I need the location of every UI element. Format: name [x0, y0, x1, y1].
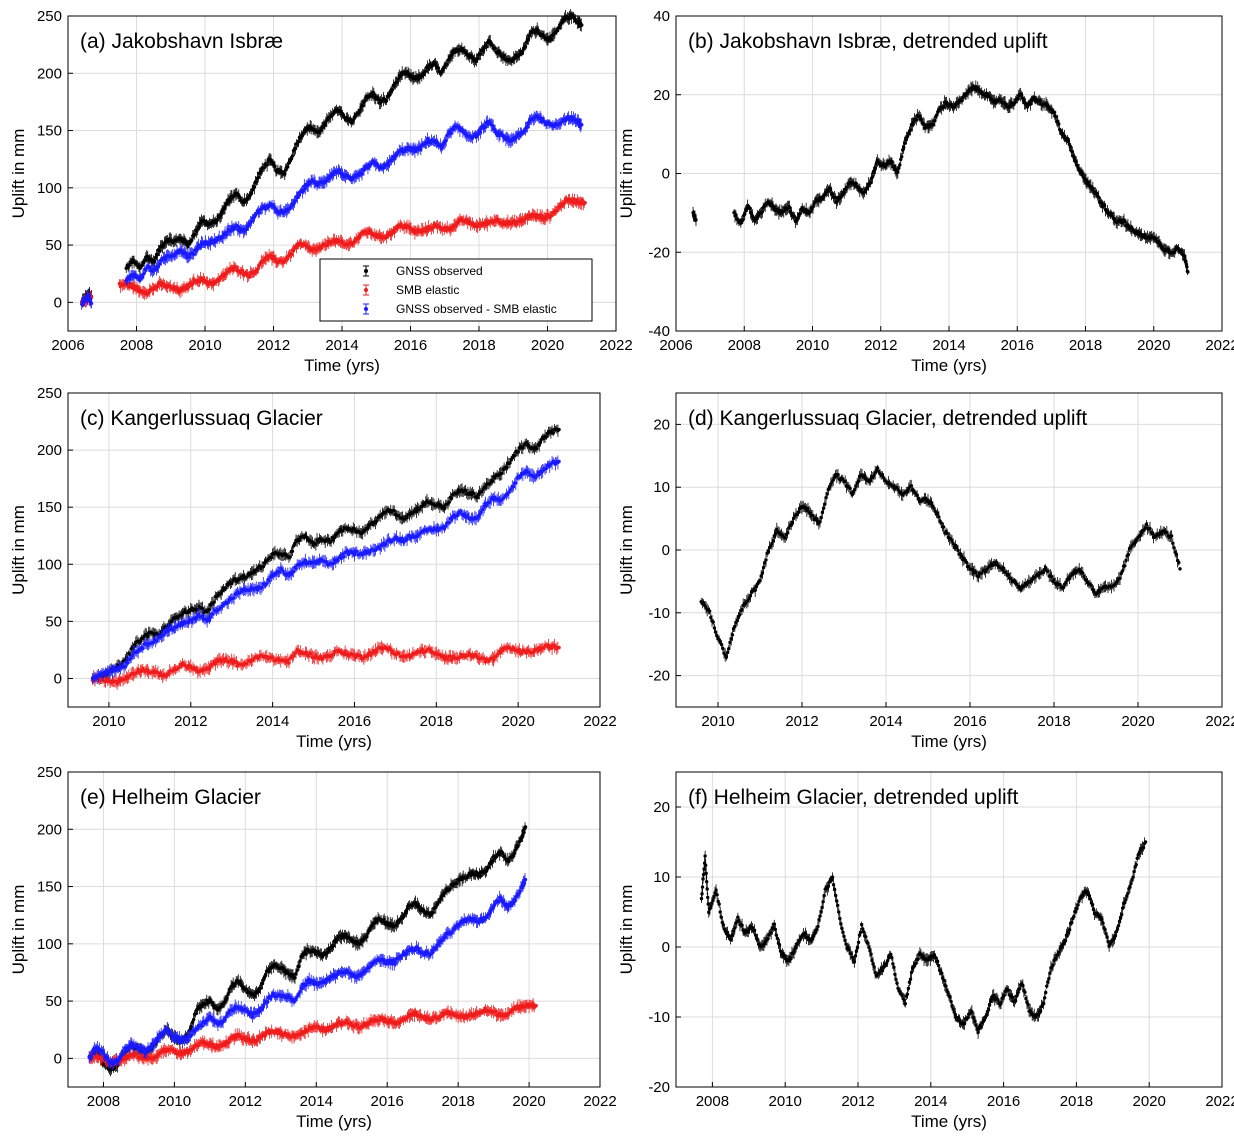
- y-tick-label: 0: [662, 166, 670, 183]
- data-point: [583, 201, 587, 205]
- data-point: [557, 427, 561, 432]
- plot-area: [68, 393, 600, 707]
- legend-marker: [364, 269, 368, 273]
- y-tick-label: 150: [37, 123, 62, 140]
- data-point: [1186, 270, 1190, 274]
- panel-a: 2006 2008 2010 2012 2014 2016 2018 2020 2022 0 50 1…: [9, 8, 633, 375]
- y-tick-label: 100: [37, 556, 62, 573]
- y-tick-label: 150: [37, 499, 62, 516]
- x-tick-label: 2014: [932, 337, 965, 354]
- x-axis-label: Time (yrs): [304, 356, 380, 375]
- x-tick-label: 2020: [501, 713, 534, 730]
- legend-marker: [364, 307, 368, 311]
- y-tick-label: 40: [653, 8, 670, 25]
- y-axis-label: Uplift in mm: [9, 129, 28, 219]
- data-point: [900, 154, 904, 159]
- x-tick-label: 2022: [583, 713, 616, 730]
- x-tick-label: 2018: [1069, 337, 1102, 354]
- data-point: [694, 218, 698, 222]
- legend-entry: SMB elastic: [396, 283, 459, 297]
- data-point: [580, 23, 584, 27]
- x-tick-label: 2012: [174, 713, 207, 730]
- x-tick-label: 2008: [728, 337, 761, 354]
- panel-title: (b) Jakobshavn Isbræ, detrended uplift: [688, 30, 1048, 53]
- data-point: [290, 549, 295, 553]
- y-tick-label: 200: [37, 65, 62, 82]
- x-tick-label: 2016: [394, 337, 427, 354]
- x-tick-label: 2020: [531, 337, 564, 354]
- x-tick-label: 2008: [120, 337, 153, 354]
- panel-c: 2010 2012 2014 2016 2018 2020 2022 0 50 100 150 200…: [9, 385, 617, 751]
- data-point: [89, 301, 94, 306]
- y-tick-label: 50: [45, 613, 62, 630]
- x-tick-label: 2012: [257, 337, 290, 354]
- y-tick-label: 20: [653, 87, 670, 104]
- x-tick-label: 2018: [462, 337, 495, 354]
- x-tick-label: 2012: [864, 337, 897, 354]
- x-tick-label: 2014: [256, 713, 289, 730]
- legend-marker: [364, 288, 368, 292]
- y-tick-label: 0: [54, 294, 62, 311]
- data-point: [207, 607, 212, 612]
- x-tick-label: 2022: [1205, 337, 1234, 354]
- data-point: [290, 154, 295, 158]
- legend: GNSS observed SMB elastic GNSS observed - …: [319, 258, 593, 322]
- x-tick-label: 2020: [1137, 337, 1170, 354]
- x-tick-label: 2010: [796, 337, 829, 354]
- y-tick-label: 250: [37, 8, 62, 25]
- series-gnss-observed-smb-elastic: [80, 110, 584, 310]
- y-tick-label: 100: [37, 180, 62, 197]
- x-tick-label: 2016: [1001, 337, 1034, 354]
- y-tick-label: 0: [54, 670, 62, 687]
- x-tick-label: 2022: [599, 337, 632, 354]
- x-tick-label: 2010: [92, 713, 125, 730]
- legend-entry: GNSS observed: [396, 264, 483, 278]
- panel-b: 200620082010201220142016201820202022-40-…: [617, 8, 1234, 375]
- data-point: [580, 123, 584, 127]
- y-axis-label: Uplift in mm: [617, 129, 636, 219]
- y-tick-label: 250: [37, 385, 62, 402]
- legend-entry: GNSS observed - SMB elastic: [396, 302, 557, 316]
- x-tick-label: 2014: [325, 337, 358, 354]
- y-tick-label: -40: [648, 323, 670, 340]
- x-axis-label: Time (yrs): [911, 356, 987, 375]
- series-gnss-observed: [80, 9, 584, 308]
- x-tick-label: 2018: [420, 713, 453, 730]
- x-tick-label: 2006: [51, 337, 84, 354]
- data-point: [289, 252, 294, 257]
- data-point: [798, 211, 803, 216]
- x-tick-label: 2016: [338, 713, 371, 730]
- panel-title: (a) Jakobshavn Isbræ: [80, 30, 283, 53]
- data-point: [502, 53, 506, 58]
- y-tick-label: 50: [45, 237, 62, 254]
- x-tick-label: 2010: [188, 337, 221, 354]
- y-tick-label: -20: [648, 244, 670, 261]
- data-point: [1185, 265, 1189, 269]
- y-tick-label: 200: [37, 442, 62, 459]
- data-point: [392, 230, 397, 234]
